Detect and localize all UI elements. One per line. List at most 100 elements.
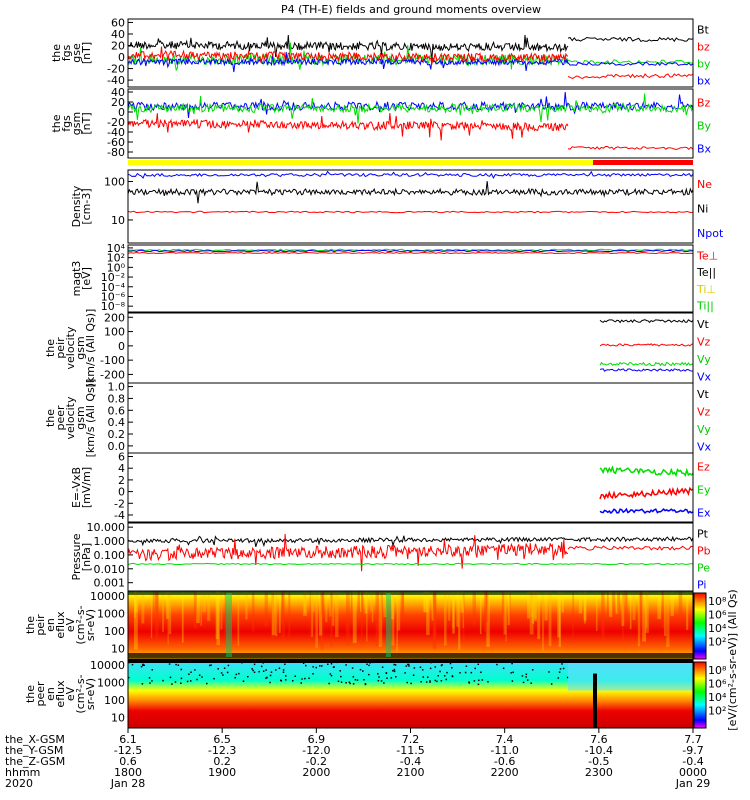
spectrogram-streak — [443, 591, 447, 646]
tick-label: 1.000 — [94, 535, 126, 548]
spectrogram-speck — [339, 670, 341, 672]
spectrogram-speck — [378, 676, 380, 678]
spectrogram-speck — [208, 664, 211, 667]
colorbar-tick: 10² — [708, 705, 726, 718]
spectrogram-speck — [142, 664, 144, 667]
colorbar-tick: 10⁶ — [708, 609, 727, 622]
ylabel-line: gsm — [70, 112, 83, 135]
ylabel-line: peer — [34, 681, 47, 707]
spectrogram-speck — [227, 664, 230, 667]
ylabel-line: [mV/m] — [80, 467, 93, 508]
spectrogram-streak — [281, 591, 285, 640]
ylabel-line: gsm — [74, 336, 87, 359]
spectrogram-speck — [352, 683, 355, 685]
spectrogram-streak — [558, 591, 561, 647]
spectrogram-speck — [481, 679, 484, 681]
spectrogram-speck — [459, 672, 461, 674]
spectrogram-speck — [558, 671, 561, 673]
spectrogram-speck — [566, 676, 569, 679]
spectrogram-edge — [128, 660, 693, 663]
tick-label: 10000 — [90, 590, 125, 603]
spectrogram-speck — [291, 680, 294, 682]
spectrogram-streak — [315, 591, 318, 648]
spectrogram-speck — [194, 669, 196, 671]
spectrogram-speck — [302, 662, 305, 665]
ylabel-line: [km/s (All Qs)] — [84, 379, 97, 458]
spectrogram-speck — [235, 673, 238, 676]
spectrogram-speck — [349, 682, 351, 685]
colorbar-tick: 10⁸ — [708, 664, 727, 677]
spectrogram-streak — [537, 591, 541, 640]
spectrogram-streak — [303, 591, 307, 617]
spectrogram-streak — [532, 591, 535, 625]
spectrogram-streak — [561, 591, 564, 613]
spectrogram-speck — [177, 664, 180, 666]
spectrogram-streak — [275, 591, 278, 637]
legend-Pb: Pb — [697, 545, 711, 558]
spectrogram-speck — [321, 665, 323, 667]
colorbar-tick: 10⁴ — [708, 691, 727, 704]
spectrogram-speck — [149, 682, 151, 684]
spectrogram-speck — [439, 670, 441, 673]
spectrogram-streak — [623, 591, 628, 622]
tick-label: 0 — [118, 340, 125, 353]
spectrogram-streak — [583, 591, 587, 621]
spectrogram — [128, 591, 693, 659]
spectrogram-speck — [530, 682, 532, 684]
spectrogram-speck — [468, 681, 470, 683]
spectrogram-streak — [193, 591, 197, 629]
tick-label: 0.4 — [108, 416, 126, 429]
spectrogram-speck — [377, 673, 379, 675]
spectrogram-speck — [196, 678, 198, 681]
spectrogram-speck — [312, 666, 314, 668]
legend-Ti||: Ti|| — [696, 300, 714, 313]
spectrogram-speck — [451, 675, 454, 677]
spectrogram-streak — [485, 591, 487, 630]
legend-Vx: Vx — [697, 440, 712, 453]
panel-frame — [127, 312, 694, 384]
spectrogram-speck — [445, 678, 448, 681]
spectrogram-speck — [222, 674, 224, 676]
legend-Ez: Ez — [697, 461, 710, 474]
spectrogram-streak — [141, 591, 145, 624]
spectrogram-streak — [432, 591, 437, 650]
spectrogram-speck — [270, 671, 273, 673]
tick-label: 40 — [111, 28, 125, 41]
xaxis-value: 7.7 — [684, 733, 702, 746]
tick-label: 0 — [118, 106, 125, 119]
xaxis-value: 2100 — [397, 766, 425, 779]
spectrogram-speck — [352, 676, 355, 678]
xaxis-value: 1900 — [208, 766, 236, 779]
panel-frame — [127, 382, 694, 454]
spectrogram-speck — [328, 682, 330, 685]
spectrogram-speck — [142, 663, 144, 666]
series-Ez — [599, 486, 694, 500]
xaxis-value: -0.6 — [494, 755, 515, 768]
spectrogram-speck — [525, 676, 527, 678]
xaxis-value: -12.0 — [302, 744, 330, 757]
spectrogram-speck — [278, 667, 281, 669]
spectrogram-speck — [408, 665, 410, 667]
xaxis-value: 2200 — [491, 766, 519, 779]
legend-bx: bx — [697, 75, 711, 88]
spectrogram-speck — [525, 673, 528, 676]
tick-label: -20 — [107, 116, 125, 129]
tick-label: 10⁰ — [107, 261, 126, 274]
spectrogram-streak — [391, 591, 395, 620]
spectrogram-speck — [446, 671, 448, 674]
spectrogram-speck — [512, 671, 514, 674]
spectrogram-streak — [527, 591, 531, 619]
spectrogram-streak — [346, 591, 350, 646]
tick-label: 60 — [111, 16, 125, 29]
spectrogram-streak — [377, 591, 379, 629]
spectrogram-streak — [378, 591, 383, 647]
spectrogram-streak — [281, 591, 284, 624]
tick-label: 200 — [104, 311, 125, 324]
spectrogram-speck — [363, 679, 365, 681]
legend-Bz: Bz — [697, 97, 711, 110]
spectrogram-speck — [238, 672, 240, 675]
xaxis-value: -0.4 — [400, 755, 421, 768]
tick-label: 0.0 — [108, 440, 126, 453]
